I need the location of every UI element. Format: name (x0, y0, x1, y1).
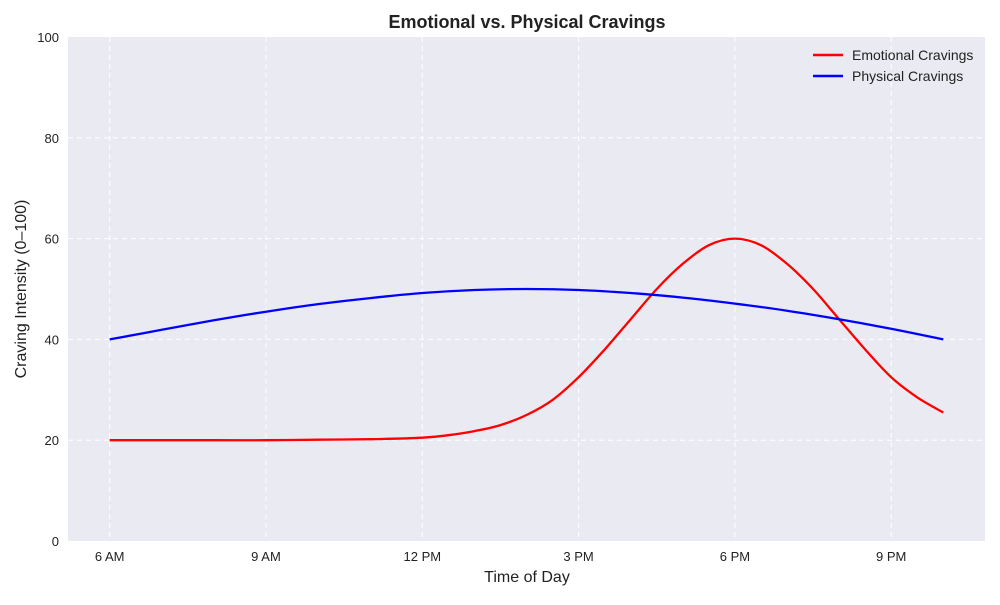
legend-label-emotional: Emotional Cravings (852, 47, 973, 63)
y-tick-label: 80 (45, 131, 59, 146)
y-tick-labels: 0 20 40 60 80 100 (37, 30, 59, 549)
x-axis-label: Time of Day (484, 569, 570, 586)
x-tick-label: 12 PM (404, 549, 442, 564)
chart-title: Emotional vs. Physical Cravings (388, 12, 665, 32)
emotional-cravings-line (109, 237, 944, 442)
x-tick-label: 3 PM (563, 549, 593, 564)
legend-label-physical: Physical Cravings (852, 68, 963, 84)
physical-cravings-line (109, 287, 944, 341)
x-tick-label: 9 PM (876, 549, 906, 564)
legend: Emotional Cravings Physical Cravings (813, 47, 973, 84)
series (109, 237, 944, 442)
x-tick-label: 9 AM (251, 549, 281, 564)
x-tick-label: 6 PM (720, 549, 750, 564)
y-tick-label: 0 (52, 534, 59, 549)
y-tick-label: 40 (45, 332, 59, 347)
x-tick-label: 6 AM (95, 549, 125, 564)
x-tick-labels: 6 AM 9 AM 12 PM 3 PM 6 PM 9 PM (95, 549, 907, 564)
y-tick-label: 100 (37, 30, 59, 45)
y-axis-label: Craving Intensity (0–100) (13, 200, 30, 379)
y-tick-label: 60 (45, 232, 59, 247)
y-tick-label: 20 (45, 433, 59, 448)
